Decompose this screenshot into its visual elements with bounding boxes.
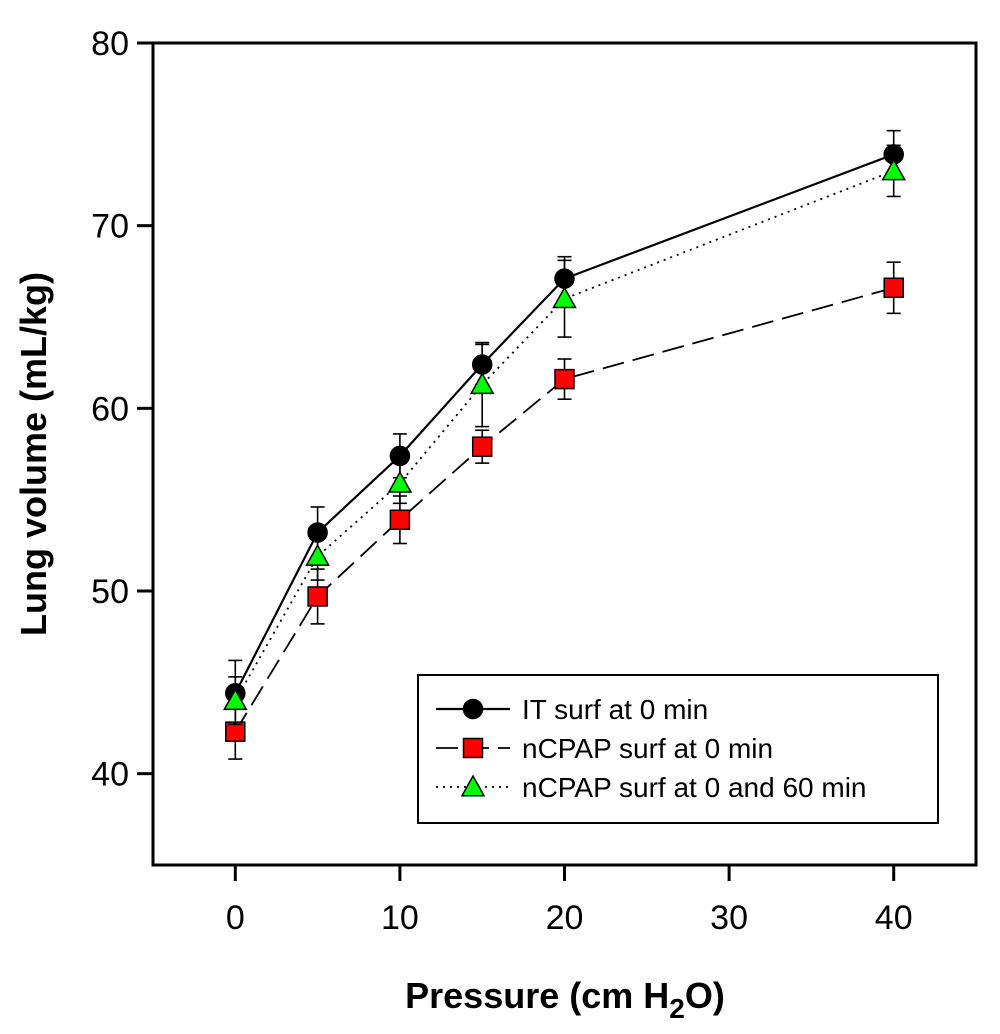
data-point: [305, 543, 330, 566]
data-point: [552, 286, 577, 309]
y-tick-label: 80: [91, 25, 129, 63]
y-tick-label: 70: [91, 208, 129, 246]
x-axis-title: Pressure (cm H2O): [405, 975, 725, 1024]
data-point: [471, 436, 493, 457]
y-tick-label: 60: [91, 390, 129, 428]
y-axis-title: Lung volume (mL/kg): [13, 272, 54, 636]
data-point: [881, 158, 906, 181]
x-tick-label: 40: [875, 899, 913, 937]
data-point: [387, 470, 413, 493]
x-tick-label: 0: [226, 899, 245, 937]
legend-label-1: nCPAP surf at 0 min: [522, 733, 773, 764]
x-tick-label: 20: [546, 899, 584, 937]
data-point: [389, 509, 411, 531]
legend-label-2: nCPAP surf at 0 and 60 min: [522, 772, 867, 803]
legend-box: [417, 674, 939, 824]
y-tick-label: 50: [91, 573, 129, 611]
legend-marker-2: [460, 774, 486, 797]
series-2: [223, 144, 906, 726]
series-0: [225, 129, 904, 727]
data-point: [883, 277, 904, 299]
legend-items: [436, 698, 510, 797]
tick-layer: 40 50 60 70 80 0 10 20 30 40: [91, 25, 912, 937]
series-layer: [223, 129, 906, 760]
legend-label-0: IT surf at 0 min: [522, 694, 708, 725]
series-line: [234, 170, 895, 702]
legend-marker-1: [462, 737, 484, 759]
y-tick-label: 40: [91, 756, 129, 794]
data-point: [554, 368, 575, 390]
legend-marker-0: [462, 698, 484, 720]
data-point: [223, 688, 248, 711]
x-tick-label: 30: [710, 899, 748, 937]
legend: IT surf at 0 min nCPAP surf at 0 min nCP…: [417, 674, 939, 824]
x-tick-label: 10: [381, 899, 419, 937]
data-point: [307, 586, 328, 607]
series-line: [234, 153, 895, 694]
data-point: [469, 372, 495, 395]
series-line: [234, 286, 894, 733]
